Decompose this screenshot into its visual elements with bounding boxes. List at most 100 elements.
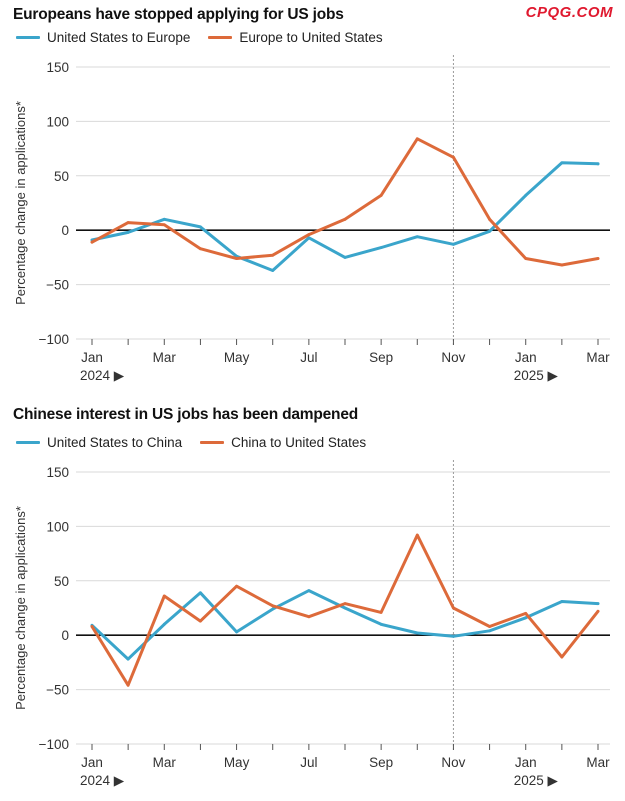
data-point-united-states-to-china [162, 622, 166, 626]
y-axis-title: Percentage change in applications* [13, 506, 28, 710]
x-tick-label: Mar [586, 755, 610, 770]
data-point-united-states-to-europe [379, 246, 383, 250]
data-point-united-states-to-china [307, 589, 311, 592]
x-tick-label: Sep [369, 755, 393, 770]
chart-2-legend: United States to China China to United S… [16, 435, 384, 450]
data-point-europe-to-united-states [415, 137, 419, 141]
chart-1-title: Europeans have stopped applying for US j… [13, 6, 344, 23]
data-point-europe-to-united-states [126, 221, 130, 224]
data-point-china-to-united-states [235, 584, 238, 588]
x-tick-label: Jan [81, 350, 103, 365]
y-tick-label: −50 [46, 683, 69, 698]
data-point-united-states-to-china [271, 607, 275, 611]
y-tick-label: 0 [61, 628, 69, 643]
data-point-europe-to-united-states [199, 247, 202, 251]
legend-item-us-to-china: United States to China [16, 435, 182, 450]
legend-label-us-to-china: United States to China [47, 435, 183, 450]
legend-swatch-us-to-china [16, 441, 40, 444]
x-tick-label: Jul [300, 755, 317, 770]
data-point-china-to-united-states [596, 609, 600, 613]
data-point-europe-to-united-states [452, 155, 455, 159]
data-point-united-states-to-europe [126, 230, 130, 234]
y-axis-title: Percentage change in applications* [13, 101, 28, 305]
data-point-europe-to-united-states [90, 240, 94, 244]
legend-swatch-us-to-europe [16, 36, 40, 39]
y-tick-label: −100 [39, 737, 69, 752]
data-point-china-to-united-states [488, 625, 491, 628]
chart-1-plot: 150 100 50 0 −50 −100 Jan Mar May Jul Sep Nov Jan Mar… [13, 55, 610, 383]
chart-1-legend: United States to Europe Europe to United… [16, 30, 401, 45]
x-tick-label: Jan [81, 755, 103, 770]
legend-swatch-europe-to-us [208, 36, 233, 39]
data-point-china-to-united-states [415, 533, 419, 537]
data-point-europe-to-united-states [379, 193, 383, 197]
y-tick-label: 100 [46, 519, 69, 534]
x-tick-label: May [224, 350, 250, 365]
data-point-china-to-united-states [199, 619, 202, 623]
y-tick-label: 150 [46, 60, 69, 75]
x-tick-label: Jan [515, 755, 537, 770]
data-point-united-states-to-europe [343, 256, 347, 259]
data-point-china-to-united-states [560, 655, 564, 659]
data-point-united-states-to-china [415, 631, 419, 635]
data-point-united-states-to-europe [415, 235, 419, 239]
data-point-europe-to-united-states [488, 217, 491, 221]
legend-item-china-to-us: China to United States [200, 435, 366, 450]
data-point-europe-to-united-states [560, 263, 564, 267]
y-tick-label: 100 [46, 114, 69, 129]
data-point-europe-to-united-states [524, 257, 528, 260]
y-tick-label: −100 [39, 332, 69, 347]
data-point-europe-to-united-states [596, 257, 600, 260]
legend-label-china-to-us: China to United States [231, 435, 367, 450]
y-tick-label: 150 [46, 465, 69, 480]
data-point-china-to-united-states [379, 610, 383, 614]
x-tick-label: Jul [300, 350, 317, 365]
y-tick-label: −50 [46, 278, 69, 293]
data-point-united-states-to-china [379, 622, 383, 626]
data-point-united-states-to-china [126, 657, 130, 661]
x-tick-label: Mar [153, 755, 177, 770]
data-point-europe-to-united-states [307, 233, 311, 236]
data-point-united-states-to-china [452, 634, 455, 638]
series-line-united-states-to-china [90, 589, 600, 661]
data-point-china-to-united-states [271, 604, 275, 608]
data-point-united-states-to-europe [596, 162, 600, 166]
series-line-china-to-united-states [90, 533, 600, 687]
data-point-united-states-to-europe [452, 242, 455, 246]
legend-label-europe-to-us: Europe to United States [239, 30, 383, 45]
legend-label-us-to-europe: United States to Europe [47, 30, 191, 45]
x-tick-label: Sep [369, 350, 393, 365]
data-point-united-states-to-europe [560, 161, 564, 165]
x-tick-label: Nov [441, 755, 465, 770]
data-point-united-states-to-china [560, 600, 564, 603]
x-tick-label: Jan [515, 350, 537, 365]
data-point-united-states-to-europe [199, 225, 202, 229]
legend-swatch-china-to-us [200, 441, 225, 444]
data-point-united-states-to-china [488, 629, 491, 633]
x-tick-label: May [224, 755, 250, 770]
data-point-united-states-to-china [199, 591, 202, 595]
y-tick-label: 50 [54, 574, 69, 589]
y-tick-label: 50 [54, 169, 69, 184]
data-point-united-states-to-china [343, 606, 347, 610]
data-point-china-to-united-states [343, 602, 347, 606]
data-point-china-to-united-states [126, 683, 130, 687]
x-year-label: 2024 ▶ [80, 368, 125, 383]
x-tick-label: Mar [586, 350, 610, 365]
x-year-label: 2024 ▶ [80, 773, 125, 788]
data-point-united-states-to-china [235, 630, 238, 634]
data-point-united-states-to-europe [162, 217, 166, 221]
chart-2-title: Chinese interest in US jobs has been dam… [13, 406, 359, 423]
data-point-europe-to-united-states [235, 257, 238, 260]
x-year-label: 2025 ▶ [514, 773, 559, 788]
x-tick-label: Nov [441, 350, 465, 365]
data-point-europe-to-united-states [343, 217, 347, 221]
watermark-text: CPQG.COM [525, 4, 613, 21]
series-line-europe-to-united-states [90, 137, 600, 267]
x-tick-label: Mar [153, 350, 177, 365]
data-point-united-states-to-europe [307, 236, 311, 240]
data-point-china-to-united-states [307, 615, 311, 619]
data-point-china-to-united-states [452, 606, 455, 610]
data-point-united-states-to-china [524, 616, 528, 620]
legend-item-europe-to-us: Europe to United States [208, 30, 383, 45]
